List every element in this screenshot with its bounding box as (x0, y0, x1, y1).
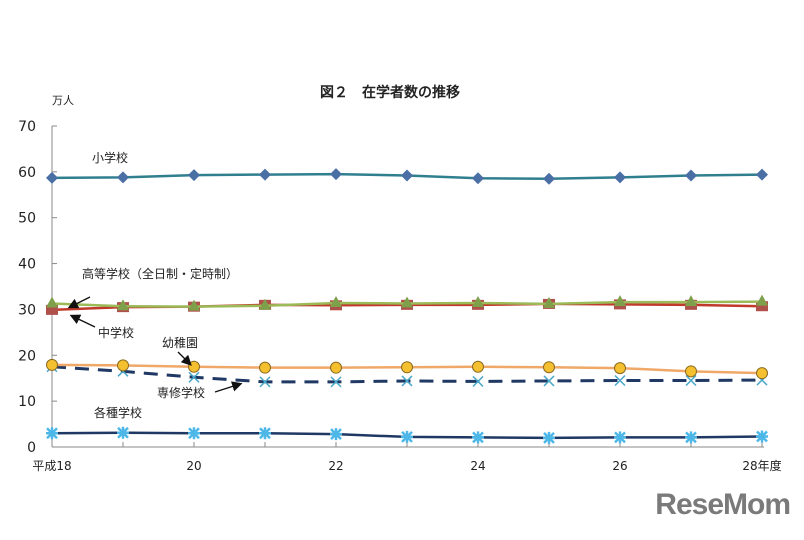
kindergarten-arrow (177, 351, 192, 366)
diamond-marker (259, 168, 271, 181)
y-tick-label: 60 (18, 165, 36, 181)
series-annotation: 小学校 (92, 150, 128, 165)
triangle-marker (401, 296, 413, 308)
y-tick-label: 70 (18, 119, 36, 135)
y-tick-label: 10 (18, 394, 36, 410)
circle-marker (330, 361, 342, 374)
diamond-marker (46, 171, 58, 184)
diamond-marker (330, 168, 342, 181)
circle-marker (117, 359, 129, 372)
asterisk-marker (330, 428, 342, 441)
diamond-marker (756, 168, 768, 181)
asterisk-marker (188, 427, 200, 440)
x-marker (472, 375, 484, 387)
diamond-marker (472, 172, 484, 185)
triangle-marker (188, 299, 200, 311)
triangle-marker (543, 296, 555, 308)
triangle-marker (756, 294, 768, 306)
y-tick-label: 30 (18, 302, 36, 318)
diamond-marker (543, 172, 555, 185)
circle-marker (188, 360, 200, 373)
x-tick-label: 22 (328, 459, 343, 473)
x-marker (330, 376, 342, 388)
triangle-marker (117, 299, 129, 311)
circle-marker (46, 358, 58, 371)
x-marker (259, 376, 271, 388)
circle-marker (543, 361, 555, 374)
triangle-marker (472, 296, 484, 308)
circle-marker (756, 367, 768, 380)
series-annotation: 各種学校 (94, 405, 142, 420)
triangle-marker (46, 296, 58, 308)
series-annotation: 専修学校 (157, 385, 205, 400)
asterisk-marker (756, 430, 768, 443)
diamond-marker (614, 171, 626, 184)
asterisk-marker (401, 430, 413, 443)
circle-marker (614, 362, 626, 375)
series-annotation: 幼稚園 (162, 336, 198, 350)
x-marker (685, 374, 697, 387)
y-tick-label: 20 (18, 348, 36, 364)
x-tick-label: 平成18 (32, 459, 71, 473)
asterisk-marker (259, 427, 271, 440)
diamond-marker (188, 169, 200, 182)
triangle-marker (685, 295, 697, 307)
y-tick-label: 50 (18, 211, 36, 227)
resemom-logo: ReseMom (655, 488, 791, 521)
x-marker (401, 375, 413, 387)
circle-marker (401, 361, 413, 374)
series-annotation: 中学校 (98, 325, 134, 340)
chart-title: 図２ 在学者数の推移 (320, 84, 460, 101)
circle-marker (472, 360, 484, 373)
x-marker (188, 371, 200, 383)
x-marker (614, 374, 626, 387)
asterisk-marker (685, 431, 697, 444)
diamond-marker (401, 169, 413, 182)
x-tick-label: 28年度 (742, 458, 781, 473)
diamond-marker (685, 169, 697, 182)
asterisk-marker (117, 426, 129, 439)
series-annotation: 高等学校（全日制・定時制） (82, 266, 238, 281)
x-tick-label: 26 (612, 459, 627, 473)
circle-marker (259, 361, 271, 374)
circle-marker (685, 365, 697, 378)
asterisk-marker (472, 431, 484, 444)
x-tick-label: 20 (186, 459, 201, 473)
high-school-arrow (67, 296, 91, 309)
asterisk-marker (614, 431, 626, 444)
diamond-marker (117, 171, 129, 184)
triangle-marker (614, 295, 626, 307)
triangle-marker (330, 296, 342, 308)
square-marker (46, 304, 58, 315)
asterisk-marker (46, 427, 58, 440)
square-marker (756, 301, 768, 312)
middle-school-arrow (69, 314, 96, 328)
y-tick-label: 40 (18, 257, 36, 273)
x-tick-label: 24 (470, 459, 485, 473)
y-axis-unit: 万人 (52, 94, 74, 107)
vocational-school-arrow (214, 381, 243, 393)
y-tick-label: 0 (27, 440, 36, 456)
asterisk-marker (543, 431, 555, 444)
triangle-marker (259, 298, 271, 310)
x-marker (543, 375, 555, 387)
